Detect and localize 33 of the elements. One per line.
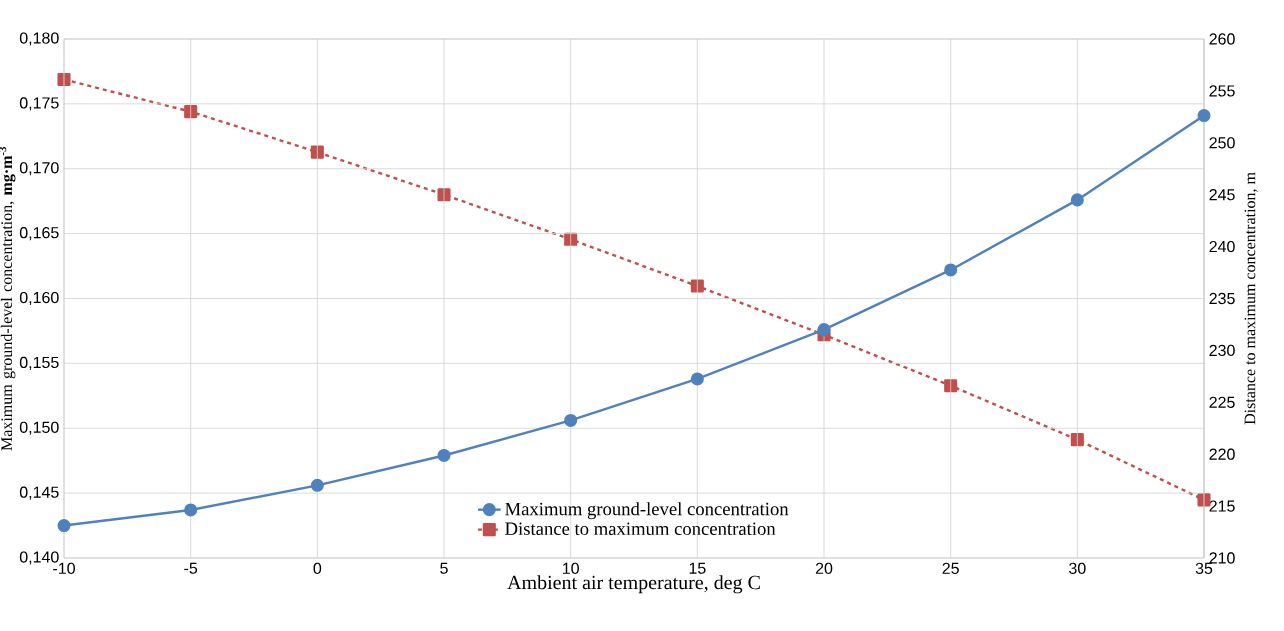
x-tick-label: 35 (1195, 562, 1213, 575)
y2-tick-label: 215 (1209, 500, 1235, 512)
x-tick-label: 5 (440, 562, 448, 574)
text: Maximum ground-level concentration, mg·m$^{-3}$ (0, 147, 16, 451)
y-tick-label: 0,165 (19, 227, 59, 241)
y2-tick-label: 250 (1209, 137, 1235, 149)
x-tick-label: 20 (815, 562, 833, 575)
y2-tick-label: 255 (1209, 85, 1235, 97)
x-tick-label: 30 (1069, 562, 1086, 575)
x-tick-label: 10 (562, 562, 579, 575)
y2-tick-label: 210 (1209, 552, 1235, 564)
x-tick-label: 15 (689, 562, 706, 574)
y2-tick-label: 220 (1209, 448, 1235, 460)
y-tick-label: 0,145 (19, 486, 59, 500)
y-tick-label: 0,150 (19, 421, 59, 435)
legend-label: Distance to maximum concentration (505, 522, 776, 536)
y2-tick-label: 235 (1209, 292, 1235, 305)
y2-tick-label: 260 (1209, 33, 1235, 45)
y2-tick-label: 240 (1209, 240, 1235, 253)
x-tick-label: 25 (942, 562, 959, 575)
y-tick-label: 0,175 (19, 97, 59, 111)
y2-axis-title: Distance to maximum concentration, m (1244, 172, 1258, 425)
legend-label: Maximum ground-level concentration (505, 502, 789, 520)
x-axis-title: Ambient air temperature, deg C (507, 575, 760, 594)
y-tick-label: 0,170 (19, 162, 59, 176)
y2-tick-label: 225 (1209, 396, 1235, 408)
y2-tick-label: 245 (1209, 189, 1235, 201)
x-tick-label: -5 (184, 562, 198, 574)
y-tick-label: 0,160 (19, 291, 59, 306)
y2-tick-label: 230 (1209, 344, 1235, 357)
x-tick-label: 0 (313, 562, 322, 575)
y-tick-label: 0,180 (19, 32, 59, 46)
y-tick-label: 0,155 (19, 356, 59, 370)
